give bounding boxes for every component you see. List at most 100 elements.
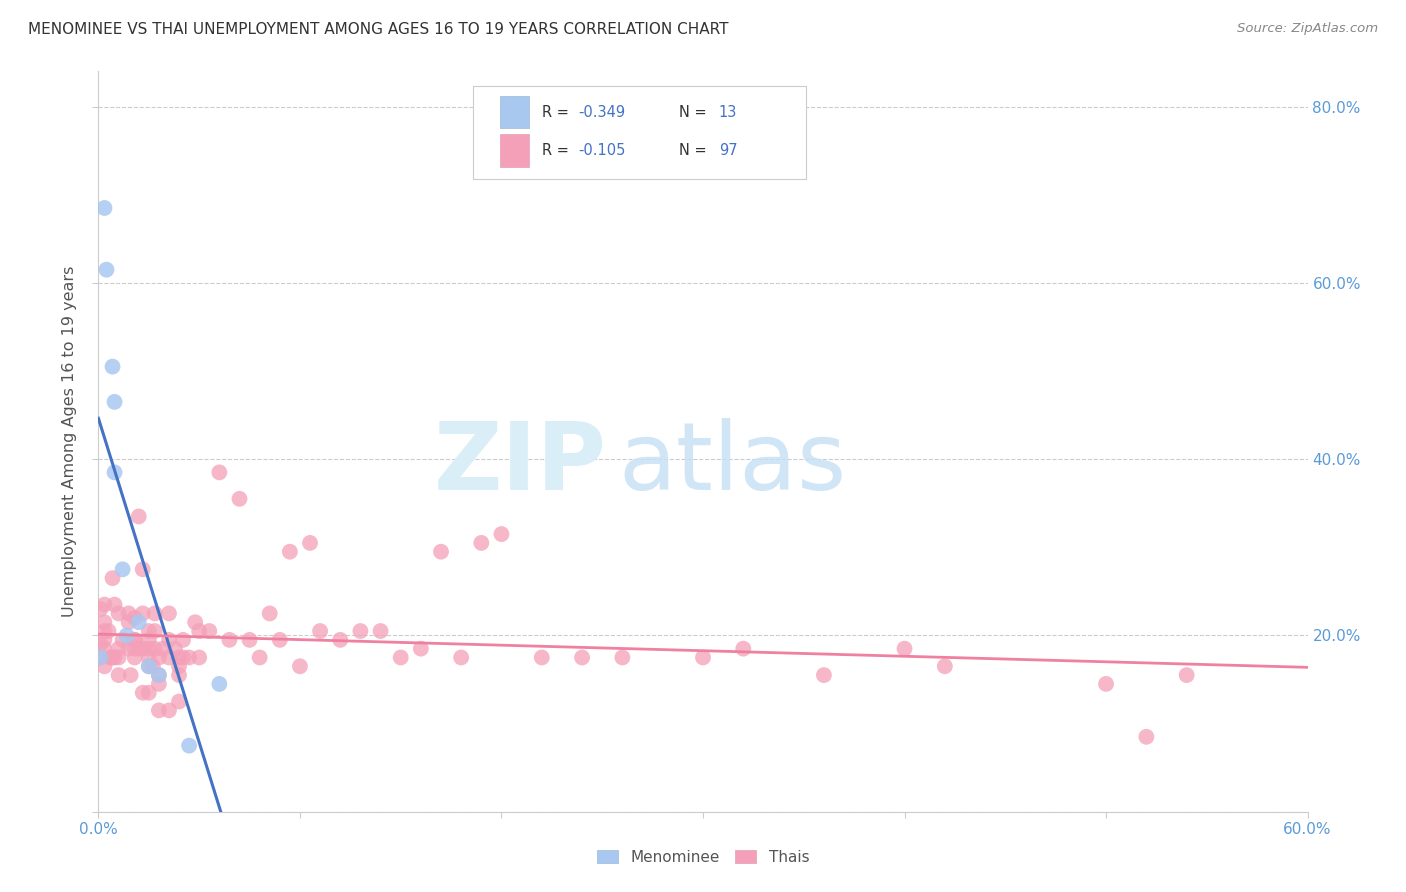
- Point: [93, 598, 115, 612]
- Point: [179, 739, 201, 753]
- Point: [138, 650, 160, 665]
- Point: [132, 641, 155, 656]
- Point: [101, 650, 124, 665]
- Point: [148, 668, 170, 682]
- Point: [172, 632, 194, 647]
- Point: [167, 659, 190, 673]
- Text: -0.349: -0.349: [578, 104, 626, 120]
- Point: [93, 659, 115, 673]
- Point: [132, 607, 155, 621]
- Point: [228, 491, 250, 506]
- Point: [103, 466, 125, 480]
- Point: [89, 650, 111, 665]
- Point: [188, 650, 211, 665]
- Point: [163, 641, 186, 656]
- Point: [329, 632, 352, 647]
- Point: [103, 650, 125, 665]
- Point: [157, 650, 180, 665]
- Point: [132, 562, 155, 576]
- Text: ZIP: ZIP: [433, 417, 606, 509]
- Point: [111, 632, 134, 647]
- Point: [118, 607, 141, 621]
- Point: [239, 632, 262, 647]
- Point: [101, 571, 124, 585]
- Point: [184, 615, 207, 630]
- Point: [167, 650, 190, 665]
- Point: [97, 624, 120, 638]
- Point: [157, 607, 180, 621]
- Point: [103, 395, 125, 409]
- Point: [288, 659, 311, 673]
- Point: [103, 598, 125, 612]
- Point: [124, 632, 146, 647]
- Point: [93, 201, 115, 215]
- Point: [93, 641, 115, 656]
- Point: [107, 650, 129, 665]
- Text: Source: ZipAtlas.com: Source: ZipAtlas.com: [1237, 22, 1378, 36]
- Point: [893, 641, 915, 656]
- Point: [143, 641, 166, 656]
- Point: [612, 650, 634, 665]
- Point: [208, 677, 231, 691]
- Point: [111, 562, 134, 576]
- Text: N =: N =: [679, 104, 711, 120]
- Point: [89, 637, 111, 651]
- Point: [1095, 677, 1118, 691]
- Point: [124, 611, 146, 625]
- Point: [450, 650, 472, 665]
- Text: MENOMINEE VS THAI UNEMPLOYMENT AMONG AGES 16 TO 19 YEARS CORRELATION CHART: MENOMINEE VS THAI UNEMPLOYMENT AMONG AGE…: [28, 22, 728, 37]
- Point: [409, 641, 432, 656]
- Point: [96, 262, 118, 277]
- Text: atlas: atlas: [619, 417, 846, 509]
- Point: [93, 632, 115, 647]
- Point: [143, 624, 166, 638]
- Point: [1175, 668, 1198, 682]
- Legend: Menominee, Thais: Menominee, Thais: [591, 844, 815, 871]
- Point: [370, 624, 392, 638]
- Point: [172, 650, 194, 665]
- Point: [143, 607, 166, 621]
- Point: [128, 509, 150, 524]
- Point: [115, 628, 138, 642]
- Point: [138, 659, 160, 673]
- Point: [89, 602, 111, 616]
- Text: R =: R =: [543, 104, 574, 120]
- Text: 13: 13: [718, 104, 737, 120]
- Point: [132, 686, 155, 700]
- Point: [208, 466, 231, 480]
- Point: [124, 650, 146, 665]
- Point: [470, 536, 492, 550]
- Point: [138, 641, 160, 656]
- Point: [120, 668, 142, 682]
- Point: [93, 615, 115, 630]
- Point: [259, 607, 281, 621]
- Point: [148, 703, 170, 717]
- Point: [118, 641, 141, 656]
- Y-axis label: Unemployment Among Ages 16 to 19 years: Unemployment Among Ages 16 to 19 years: [62, 266, 77, 617]
- Point: [389, 650, 412, 665]
- Point: [813, 668, 835, 682]
- FancyBboxPatch shape: [474, 87, 806, 178]
- Point: [179, 650, 201, 665]
- Point: [1135, 730, 1157, 744]
- Point: [142, 659, 165, 673]
- Point: [491, 527, 513, 541]
- Point: [430, 545, 453, 559]
- Text: N =: N =: [679, 143, 711, 158]
- Point: [107, 607, 129, 621]
- Point: [733, 641, 755, 656]
- Point: [934, 659, 956, 673]
- Text: R =: R =: [543, 143, 574, 158]
- Point: [249, 650, 271, 665]
- Point: [218, 632, 240, 647]
- Point: [157, 703, 180, 717]
- Point: [571, 650, 593, 665]
- Point: [118, 615, 141, 630]
- Point: [299, 536, 322, 550]
- Point: [198, 624, 221, 638]
- Point: [107, 668, 129, 682]
- Point: [349, 624, 371, 638]
- Point: [100, 650, 122, 665]
- Text: 97: 97: [718, 143, 737, 158]
- Point: [692, 650, 714, 665]
